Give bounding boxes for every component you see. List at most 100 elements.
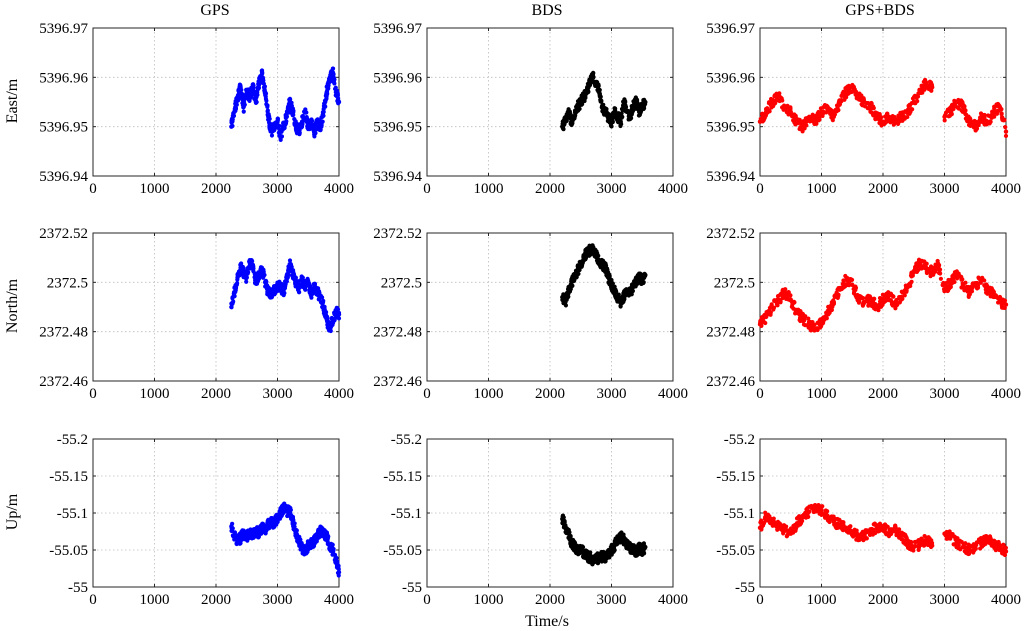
x-tick-label: 1000: [140, 181, 170, 197]
x-tick-label: 2000: [535, 386, 565, 402]
y-tick-label: 5396.97: [373, 21, 422, 37]
x-tick-label: 0: [423, 386, 431, 402]
x-tick-label: 2000: [201, 181, 231, 197]
point-cloud: [560, 70, 648, 132]
x-tick-label: 3000: [263, 181, 293, 197]
axes-frame: [426, 232, 674, 382]
y-tick-label: -55.2: [724, 432, 755, 448]
x-tick-label: 0: [89, 386, 97, 402]
y-tick-label: -55.05: [716, 543, 755, 559]
x-tick-label: 0: [423, 181, 431, 197]
series-0: [560, 70, 648, 132]
point-cloud: [758, 77, 1009, 139]
y-tick-label: -55.15: [49, 469, 88, 485]
column-title-gps: GPS: [200, 2, 229, 19]
x-tick-label: 1000: [140, 592, 170, 608]
y-tick-label: 2372.5: [381, 275, 422, 291]
x-tick-label: 4000: [991, 592, 1021, 608]
y-tick-label: 5396.95: [706, 120, 755, 136]
panel-r0-c2: 0 1000 2000 3000 4000 5396.94 5396.95 5396.96 53…: [706, 21, 1021, 197]
x-tick-label: 2000: [201, 386, 231, 402]
y-tick-label: 5396.95: [39, 120, 88, 136]
x-tick-label: 4000: [324, 181, 354, 197]
point-cloud: [758, 502, 1008, 558]
x-tick-label: 3000: [597, 386, 627, 402]
y-tick-label: -55.2: [391, 432, 422, 448]
x-tick-label: 0: [756, 181, 764, 197]
x-tick-label: 1000: [474, 386, 504, 402]
axes-frame: [426, 438, 674, 588]
y-tick-label: 5396.94: [373, 169, 422, 185]
y-tick-label: 5396.94: [706, 169, 755, 185]
y-tick-label: 2372.48: [706, 325, 755, 341]
y-tick-label: 5396.96: [373, 70, 422, 86]
panel-r0-c1: 0 1000 2000 3000 4000 5396.94 5396.95 5396.96 53…: [373, 21, 688, 197]
x-tick-label: 3000: [930, 386, 960, 402]
y-tick-label: 2372.5: [714, 275, 755, 291]
panel-r2-c1: 0 1000 2000 3000 4000 -55 -55.05 -55.1 -55.15 -55…: [383, 432, 688, 608]
point-cloud: [229, 258, 342, 334]
y-tick-label: 5396.96: [39, 70, 88, 86]
x-tick-label: 1000: [807, 592, 837, 608]
panels: 0 1000 2000 3000 4000 5396.94 5396.95 5396.96 53…: [39, 21, 1021, 608]
panel-r1-c2: 0 1000 2000 3000 4000 2372.46 2372.48 2372.5 237…: [706, 226, 1021, 402]
axes-frame: [92, 438, 340, 588]
x-tick-label: 3000: [930, 181, 960, 197]
x-tick-label: 1000: [140, 386, 170, 402]
x-tick-label: 1000: [807, 181, 837, 197]
x-tick-label: 0: [423, 592, 431, 608]
x-tick-label: 1000: [474, 592, 504, 608]
x-tick-label: 3000: [597, 592, 627, 608]
panel-r1-c1: 0 1000 2000 3000 4000 2372.46 2372.48 2372.5 237…: [373, 226, 688, 402]
x-tick-label: 2000: [868, 181, 898, 197]
x-tick-label: 2000: [535, 181, 565, 197]
y-tick-label: -55.2: [57, 432, 88, 448]
x-tick-label: 0: [756, 386, 764, 402]
axes-frame: [92, 27, 340, 177]
point-cloud: [560, 513, 647, 567]
x-tick-label: 1000: [807, 386, 837, 402]
x-tick-label: 1000: [474, 181, 504, 197]
x-tick-label: 0: [756, 592, 764, 608]
series-0: [560, 243, 648, 309]
series-0: [757, 77, 1009, 139]
y-tick-label: -55: [68, 580, 88, 596]
point-cloud: [758, 257, 1008, 333]
axes-frame: [426, 27, 674, 177]
point-cloud: [560, 243, 648, 309]
series-0: [757, 502, 1009, 558]
axes-frame: [759, 27, 1007, 177]
series-0: [229, 501, 342, 578]
y-tick-label: 2372.46: [706, 374, 755, 390]
y-tick-label: 5396.94: [39, 169, 88, 185]
y-tick-label: -55: [402, 580, 422, 596]
column-titles: GPS BDS GPS+BDS: [200, 2, 914, 19]
x-tick-label: 0: [89, 592, 97, 608]
x-tick-label: 0: [89, 181, 97, 197]
y-tick-label: 2372.48: [373, 325, 422, 341]
y-tick-label: -55.1: [391, 506, 422, 522]
point-cloud: [229, 66, 341, 143]
x-tick-label: 2000: [868, 386, 898, 402]
y-tick-label: 2372.46: [373, 374, 422, 390]
x-tick-label: 2000: [201, 592, 231, 608]
y-tick-label: -55.1: [57, 506, 88, 522]
x-tick-label: 3000: [263, 592, 293, 608]
y-tick-label: 5396.97: [706, 21, 755, 37]
y-tick-label: 2372.52: [39, 226, 88, 242]
series-0: [229, 66, 342, 143]
panel-r2-c0: 0 1000 2000 3000 4000 -55 -55.05 -55.1 -55.15 -55…: [49, 432, 354, 608]
y-tick-label: -55.15: [383, 469, 422, 485]
x-tick-label: 3000: [597, 181, 627, 197]
y-tick-label: 5396.96: [706, 70, 755, 86]
y-tick-label: -55.1: [724, 506, 755, 522]
x-tick-label: 4000: [991, 386, 1021, 402]
axes-frame: [92, 232, 340, 382]
x-tick-label: 3000: [263, 386, 293, 402]
x-tick-label: 4000: [658, 592, 688, 608]
y-tick-label: 2372.52: [373, 226, 422, 242]
x-tick-label: 2000: [868, 592, 898, 608]
row-labels: East/m North/m Up/m: [4, 78, 21, 530]
y-tick-label: -55.15: [716, 469, 755, 485]
